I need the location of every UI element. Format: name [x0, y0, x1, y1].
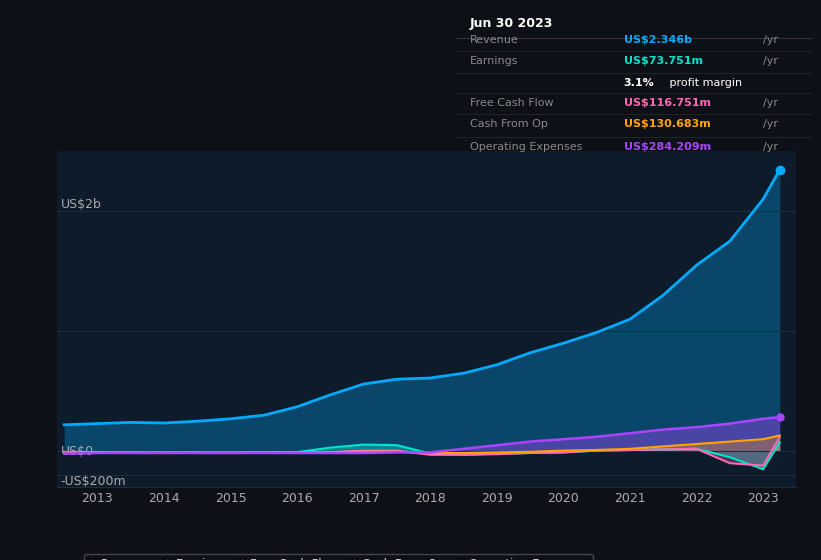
Text: Jun 30 2023: Jun 30 2023 — [470, 17, 553, 30]
Text: Cash From Op: Cash From Op — [470, 119, 548, 129]
Text: 3.1%: 3.1% — [623, 78, 654, 88]
Legend: Revenue, Earnings, Free Cash Flow, Cash From Op, Operating Expenses: Revenue, Earnings, Free Cash Flow, Cash … — [84, 554, 593, 560]
Text: Free Cash Flow: Free Cash Flow — [470, 97, 553, 108]
Text: US$284.209m: US$284.209m — [623, 142, 711, 152]
Text: US$0: US$0 — [61, 445, 94, 458]
Text: /yr: /yr — [763, 97, 777, 108]
Text: Earnings: Earnings — [470, 56, 518, 66]
Text: Revenue: Revenue — [470, 35, 519, 45]
Text: US$2.346b: US$2.346b — [623, 35, 691, 45]
Text: /yr: /yr — [763, 142, 777, 152]
Text: -US$200m: -US$200m — [61, 475, 126, 488]
Text: US$73.751m: US$73.751m — [623, 56, 703, 66]
Text: Operating Expenses: Operating Expenses — [470, 142, 582, 152]
Text: /yr: /yr — [763, 56, 777, 66]
Text: US$2b: US$2b — [61, 198, 102, 211]
Text: profit margin: profit margin — [667, 78, 742, 88]
Text: /yr: /yr — [763, 119, 777, 129]
Text: /yr: /yr — [763, 35, 777, 45]
Text: US$116.751m: US$116.751m — [623, 97, 710, 108]
Text: US$130.683m: US$130.683m — [623, 119, 710, 129]
